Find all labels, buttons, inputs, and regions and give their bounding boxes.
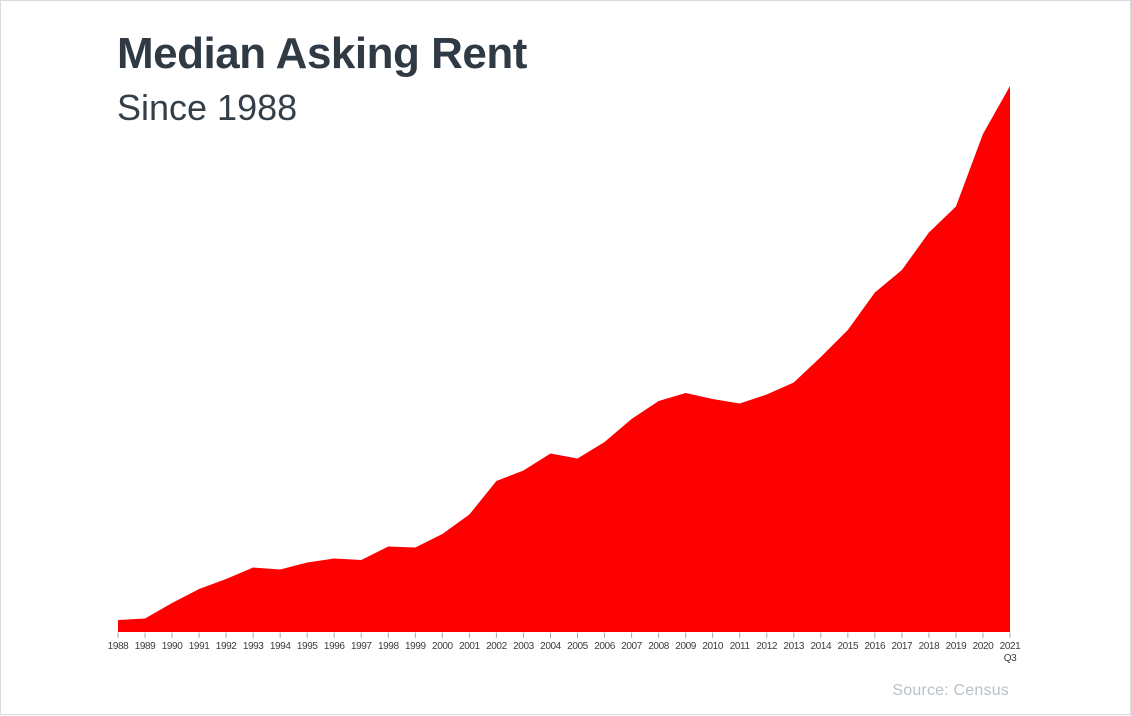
source-note: Source: Census xyxy=(892,682,1009,699)
page-title: Median Asking Rent xyxy=(117,29,527,78)
title-block: Median Asking Rent Since 1988 xyxy=(117,29,527,129)
rent-area-series xyxy=(118,86,1010,632)
page-subtitle: Since 1988 xyxy=(117,87,298,129)
